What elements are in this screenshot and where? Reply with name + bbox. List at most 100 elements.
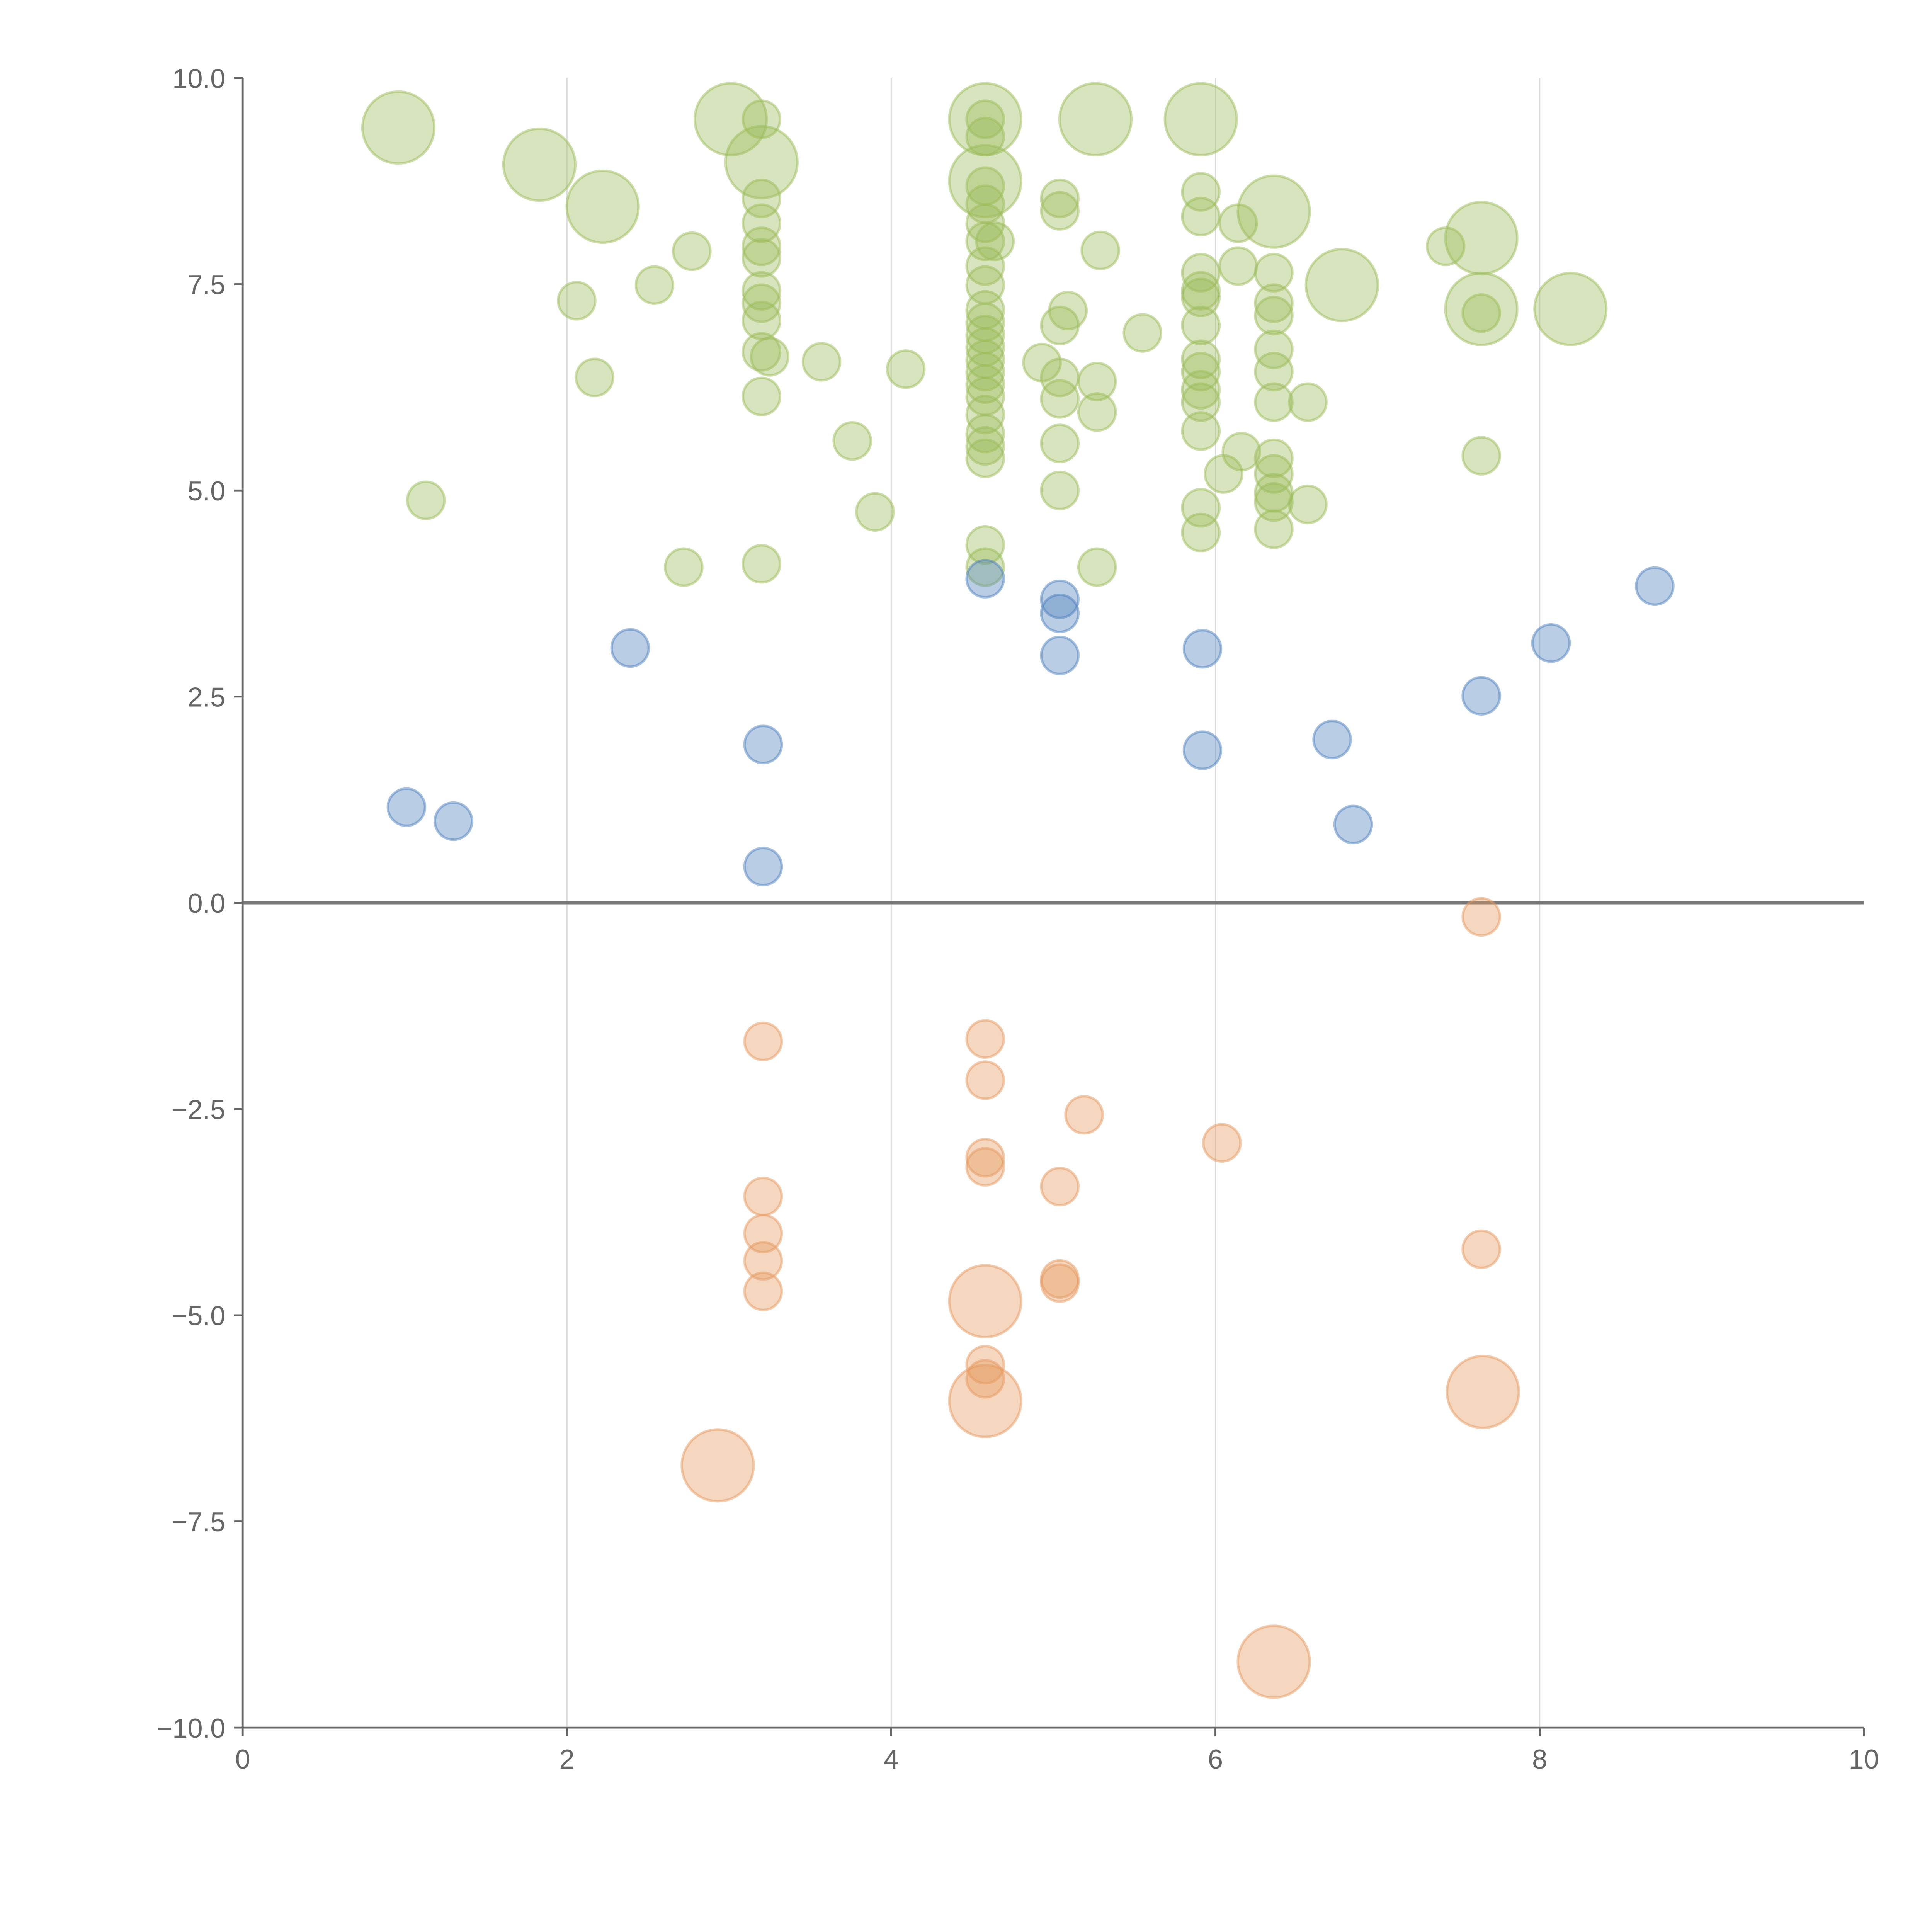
blue-bubble <box>386 787 427 827</box>
y-tick-label: 5.0 <box>187 476 225 506</box>
orange-bubble <box>965 1147 1005 1187</box>
green-bubble <box>832 421 872 461</box>
orange-bubble <box>965 1060 1005 1100</box>
green-bubble <box>742 376 782 417</box>
green-bubble <box>1221 432 1261 472</box>
x-tick-label: 0 <box>235 1744 250 1774</box>
orange-bubble <box>948 1364 1022 1439</box>
y-tick-label: −10.0 <box>156 1713 225 1743</box>
green-bubble <box>742 226 782 266</box>
y-tick-label: −2.5 <box>172 1094 225 1125</box>
green-bubble <box>1181 277 1221 318</box>
green-bubble <box>742 238 782 278</box>
orange-bubble <box>680 1428 755 1503</box>
green-bubble <box>1461 436 1501 476</box>
green-bubble <box>1058 82 1133 156</box>
green-bubble <box>1288 485 1328 524</box>
green-bubble <box>1288 382 1328 422</box>
green-bubble <box>1425 226 1466 266</box>
orange-bubble <box>1446 1355 1520 1429</box>
green-bubble <box>742 283 782 323</box>
green-bubble <box>361 90 436 165</box>
green-bubble <box>965 426 1005 466</box>
orange-bubble <box>743 1021 783 1061</box>
blue-bubble <box>1040 635 1080 675</box>
green-bubble <box>855 492 895 532</box>
green-bubble <box>724 125 799 199</box>
green-bubble <box>965 438 1005 478</box>
green-bubble <box>664 547 704 587</box>
green-bubble <box>1040 423 1080 463</box>
y-tick-label: 10.0 <box>172 63 225 94</box>
green-bubble <box>1444 272 1519 346</box>
green-bubble <box>1181 382 1221 422</box>
green-bubble <box>1040 379 1080 419</box>
green-bubble <box>965 525 1005 565</box>
blue-bubble <box>1333 804 1373 845</box>
orange-bubble <box>1202 1123 1242 1163</box>
y-tick-label: 0.0 <box>187 888 225 918</box>
green-bubble <box>742 99 782 139</box>
green-bubble <box>1040 470 1080 510</box>
green-bubble <box>1181 370 1221 410</box>
orange-bubble <box>743 1214 783 1253</box>
orange-bubble <box>948 1264 1022 1338</box>
orange-bubble <box>1461 1229 1501 1269</box>
green-bubble <box>965 364 1005 404</box>
orange-bubble <box>1040 1263 1080 1303</box>
blue-bubble <box>1040 594 1080 633</box>
orange-bubble <box>1461 897 1501 937</box>
axes: 0 2 4 6 8 10 −10.0 −7.5 −5.0 −2.5 0.0 2.5 5.0 7.5 10.0 <box>156 63 1879 1774</box>
green-bubble <box>801 342 842 382</box>
green-bubble <box>1181 339 1221 379</box>
orange-bubble <box>743 1241 783 1281</box>
green-bubble <box>565 169 640 244</box>
green-bubble <box>886 349 926 389</box>
orange-bubble <box>1064 1095 1104 1135</box>
orange-bubble <box>965 1019 1005 1059</box>
orange-bubble <box>1040 1167 1080 1207</box>
green-bubble <box>1254 509 1294 549</box>
y-tick-label: −7.5 <box>172 1507 225 1537</box>
green-bubble <box>965 117 1005 156</box>
green-bubble <box>1040 191 1080 231</box>
green-bubble <box>557 281 597 321</box>
x-tick-label: 10 <box>1849 1744 1879 1774</box>
data-points <box>361 82 1675 1699</box>
green-bubble <box>1181 197 1221 236</box>
orange-bubble <box>1236 1624 1311 1699</box>
green-bubble <box>1181 411 1221 451</box>
y-tick-label: 7.5 <box>187 269 225 300</box>
x-tick-label: 2 <box>560 1744 575 1774</box>
green-bubble <box>742 544 782 584</box>
series-blue <box>386 559 1675 886</box>
green-bubble <box>1181 512 1221 553</box>
y-tick-label: −5.0 <box>172 1300 225 1331</box>
green-bubble <box>1533 272 1608 346</box>
green-bubble <box>1254 382 1294 422</box>
x-tick-label: 6 <box>1208 1744 1223 1774</box>
green-bubble <box>1254 329 1294 369</box>
green-bubble <box>1122 313 1162 353</box>
green-bubble <box>672 231 712 271</box>
orange-bubble <box>965 1138 1005 1178</box>
orange-bubble <box>965 1359 1005 1399</box>
blue-bubble <box>743 847 783 886</box>
green-bubble <box>1077 392 1117 432</box>
orange-bubble <box>743 1177 783 1216</box>
green-bubble <box>742 203 782 243</box>
green-bubble <box>634 265 675 305</box>
green-bubble <box>693 82 768 156</box>
blue-bubble <box>1182 629 1223 669</box>
green-bubble <box>1077 362 1117 401</box>
green-bubble <box>742 271 782 311</box>
green-bubble <box>575 357 614 398</box>
blue-bubble <box>1531 623 1571 663</box>
green-bubble <box>1304 248 1379 322</box>
green-bubble <box>1181 306 1221 345</box>
blue-bubble <box>965 559 1005 599</box>
blue-bubble <box>1040 579 1080 619</box>
blue-bubble <box>434 801 473 841</box>
